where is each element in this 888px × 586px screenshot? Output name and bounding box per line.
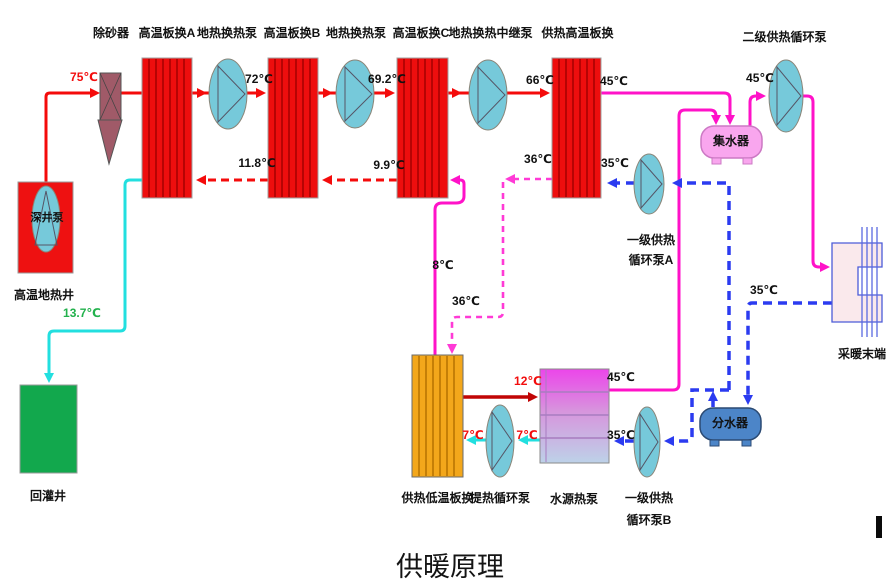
label-geo-pump-1: 地热换热泵 bbox=[196, 26, 257, 40]
label-primary-pump-a-1: 一级供热 bbox=[626, 233, 675, 247]
primary-pump-b-icon bbox=[633, 406, 661, 478]
deep-well-pump-icon bbox=[31, 185, 61, 253]
hx-c-shape bbox=[396, 57, 449, 199]
label-terminal: 采暖末端 bbox=[837, 347, 886, 361]
temp-7-b: 7℃ bbox=[516, 428, 538, 442]
label-sand-remover: 除砂器 bbox=[92, 26, 129, 40]
water-source-heat-pump-shape bbox=[539, 368, 610, 464]
diagram-title: 供暖原理 bbox=[396, 552, 504, 582]
pipe-midtemp-return-arrows bbox=[447, 174, 515, 354]
label-geo-pump-2: 地热换热泵 bbox=[325, 26, 386, 40]
temp-35-terminal: 35℃ bbox=[750, 283, 778, 297]
label-collector: 集水器 bbox=[712, 134, 749, 148]
temp-66: 66℃ bbox=[526, 73, 554, 87]
temp-11-8: 11.8℃ bbox=[238, 156, 276, 170]
pipe-heating-supply-arrows bbox=[450, 91, 830, 272]
temp-75: 75℃ bbox=[70, 70, 98, 84]
pipe-midtemp-return bbox=[450, 177, 552, 349]
hx-b-shape bbox=[267, 57, 319, 199]
geo-pump-2-icon bbox=[335, 59, 375, 129]
relay-pump-icon bbox=[468, 59, 508, 131]
label-distributor: 分水器 bbox=[711, 416, 748, 430]
temp-7-a: 7℃ bbox=[462, 428, 484, 442]
sand-remover-icon bbox=[97, 72, 123, 166]
temp-72: 72℃ bbox=[245, 72, 273, 86]
label-hx-c: 高温板换C bbox=[392, 26, 450, 40]
label-primary-pump-b-1: 一级供热 bbox=[624, 491, 673, 505]
label-lift-pump: 提热循环泵 bbox=[469, 491, 530, 505]
label-hx-a: 高温板换A bbox=[138, 26, 196, 40]
label-relay-pump: 地热换热中继泵 bbox=[448, 26, 533, 40]
pipe-heating-supply bbox=[433, 91, 826, 392]
temp-45-hx: 45℃ bbox=[600, 74, 628, 88]
label-heating-hx: 供热高温板换 bbox=[541, 26, 614, 40]
pipe-geothermal-return-arrows bbox=[196, 175, 332, 185]
label-hx-b: 高温板换B bbox=[263, 26, 321, 40]
cursor-bar bbox=[876, 516, 882, 538]
secondary-pump-icon bbox=[768, 59, 804, 133]
temp-45-hp: 45℃ bbox=[607, 370, 635, 384]
geo-pump-1-icon bbox=[208, 58, 248, 130]
hx-a-shape bbox=[141, 57, 193, 199]
label-geo-well: 高温地热井 bbox=[13, 288, 74, 302]
pipe-heating-return-arrows bbox=[607, 178, 753, 446]
pipe-reinjection-arrows bbox=[44, 373, 528, 445]
low-temp-hx-shape bbox=[411, 354, 464, 478]
temp-35-hp: 35℃ bbox=[607, 428, 635, 442]
primary-pump-a-icon bbox=[633, 153, 665, 215]
heating-hx-shape bbox=[551, 57, 602, 199]
pipe-reinjection bbox=[47, 178, 540, 442]
temp-8: 8℃ bbox=[432, 258, 454, 272]
temp-36-mid: 36℃ bbox=[452, 294, 480, 308]
pipe-evaporator-supply-arrow bbox=[528, 392, 538, 402]
label-primary-pump-a-2: 循环泵A bbox=[628, 253, 674, 267]
reinjection-well-shape bbox=[19, 384, 78, 474]
heating-terminal-shape bbox=[831, 227, 883, 337]
temp-45-pump: 45℃ bbox=[746, 71, 774, 85]
label-secondary-pump: 二级供热循环泵 bbox=[742, 30, 827, 44]
pipe-heating-return bbox=[611, 181, 832, 443]
temp-9-9: 9.9℃ bbox=[373, 158, 405, 172]
temp-69-2: 69.2℃ bbox=[368, 72, 406, 86]
lift-pump-icon bbox=[485, 404, 515, 478]
label-primary-pump-b-2: 循环泵B bbox=[626, 513, 672, 527]
pipe-geothermal-supply-arrows bbox=[90, 88, 550, 98]
label-low-temp-hx: 供热低温板换 bbox=[401, 491, 474, 505]
temp-12: 12℃ bbox=[514, 374, 542, 388]
temp-36-hx: 36℃ bbox=[524, 152, 552, 166]
temp-35-hx: 35℃ bbox=[601, 156, 629, 170]
geothermal-well-shape bbox=[17, 181, 74, 274]
distributor-tank-shape bbox=[699, 407, 762, 447]
label-reinjection-well: 回灌井 bbox=[29, 489, 66, 503]
label-water-source-hp: 水源热泵 bbox=[549, 492, 598, 506]
temp-13-7: 13.7℃ bbox=[63, 306, 101, 320]
label-deep-well-pump: 深井泵 bbox=[30, 212, 64, 224]
collector-tank-shape bbox=[700, 125, 763, 165]
